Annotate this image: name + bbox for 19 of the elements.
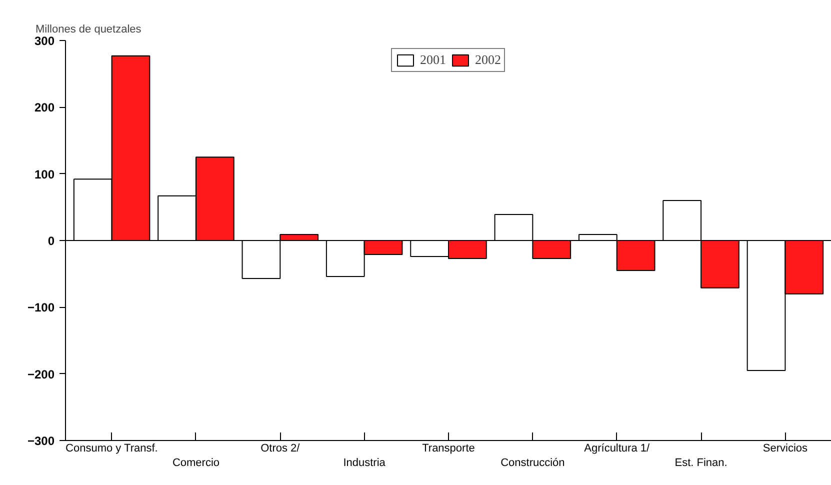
x-tick-label: Comercio: [172, 456, 220, 469]
x-tick-label: Otros 2/: [260, 442, 301, 454]
x-tick-label: Consumo y Transf.: [66, 442, 158, 454]
x-tick-label: Est. Finan.: [674, 456, 728, 469]
legend-label: 2002: [475, 52, 501, 68]
y-tick-label: −100: [27, 300, 55, 315]
x-tick-label: Agrícultura 1/: [584, 442, 651, 454]
y-tick-label: −300: [27, 434, 55, 448]
x-tick-label: Transporte: [422, 442, 475, 454]
x-tick-label: Servicios: [762, 442, 808, 454]
y-tick-label: 300: [34, 34, 55, 48]
y-tick-label: 100: [34, 167, 55, 182]
x-tick-label: Construcción: [500, 456, 565, 469]
x-tick-label: Industria: [343, 456, 386, 469]
legend-label: 2001: [420, 52, 446, 68]
y-tick-label: −200: [27, 367, 55, 382]
y-axis-title: Millones de quetzales: [36, 24, 142, 36]
y-tick-label: 0: [48, 234, 55, 248]
y-tick-label: 200: [34, 100, 55, 115]
